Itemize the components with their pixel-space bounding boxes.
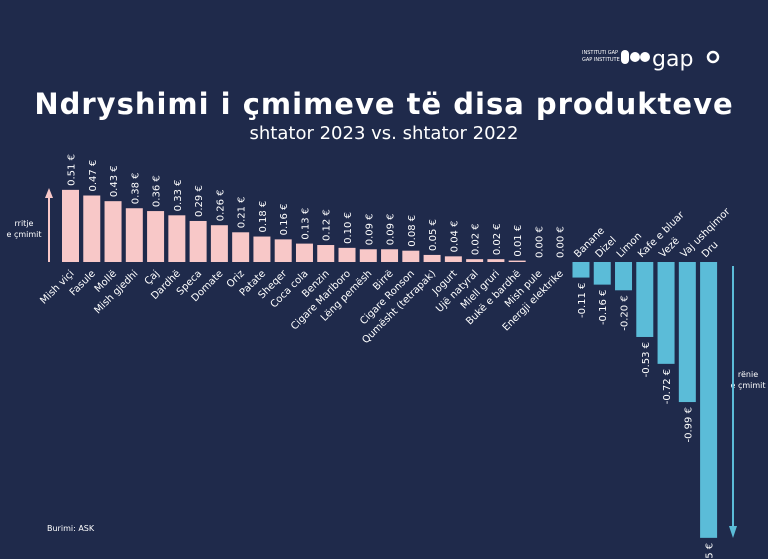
value-label: -0.99 € (683, 407, 694, 442)
value-label: 0.09 € (364, 213, 375, 245)
value-label: 0.51 € (67, 154, 78, 186)
bar (615, 262, 633, 291)
logo-line: INSTITUTI GAP (582, 50, 618, 56)
value-label: 0.05 € (428, 219, 439, 251)
bar (295, 243, 313, 262)
value-label: -0.72 € (662, 369, 673, 404)
value-label: 0.29 € (194, 185, 205, 217)
bar (700, 262, 718, 538)
bar (657, 262, 675, 364)
value-label: 0.00 € (534, 226, 545, 258)
value-label: 0.16 € (279, 204, 290, 236)
value-label: -0.53 € (641, 342, 652, 377)
bar (147, 211, 165, 262)
bar (593, 262, 611, 285)
value-label: 0.21 € (237, 196, 248, 228)
down-arrow (729, 266, 737, 538)
value-label: 0.09 € (386, 213, 397, 245)
source: Burimi: ASK (47, 524, 95, 533)
down-label: rënie (738, 370, 758, 379)
bar (359, 249, 377, 262)
value-label: 0.36 € (152, 175, 163, 207)
value-label: 0.13 € (300, 208, 311, 240)
value-label: -0.20 € (620, 295, 631, 330)
bar (508, 260, 526, 262)
value-label: 0.08 € (407, 215, 418, 247)
up-arrow (45, 188, 53, 262)
bar (274, 239, 292, 262)
bar (381, 249, 399, 262)
bar (444, 256, 462, 262)
value-label: 0.12 € (322, 209, 333, 241)
up-label: rritje (15, 219, 34, 228)
chart-subtitle: shtator 2023 vs. shtator 2022 (250, 123, 519, 144)
value-label: 0.00 € (556, 226, 567, 258)
value-label: 0.02 € (492, 223, 503, 255)
value-label: 0.43 € (109, 165, 120, 197)
value-label: 0.01 € (513, 225, 524, 257)
bar (104, 201, 122, 262)
chart-title: Ndryshimi i çmimeve të disa produkteve (34, 87, 733, 121)
bar (487, 259, 505, 262)
up-label: e çmimit (6, 230, 41, 239)
logo-icon (621, 50, 720, 64)
value-label: 0.18 € (258, 201, 269, 233)
value-label: 0.26 € (215, 189, 226, 221)
bar (253, 236, 271, 262)
bar (317, 245, 335, 262)
bar (678, 262, 696, 403)
value-label: - 1.95 € (705, 543, 716, 559)
bar (125, 208, 143, 262)
bar (62, 189, 79, 262)
bar (189, 220, 207, 262)
value-label: 0.10 € (343, 212, 354, 244)
value-label: 0.33 € (173, 180, 184, 212)
bar (338, 247, 356, 262)
bar (572, 262, 590, 278)
down-label: e çmimit (730, 381, 765, 390)
value-label: 0.38 € (130, 172, 141, 204)
bar (168, 215, 186, 262)
bar (210, 225, 228, 262)
bar (83, 195, 101, 262)
logo-line: GAP INSTITUTE (582, 57, 620, 63)
value-label: -0.11 € (577, 283, 588, 318)
bar (636, 262, 654, 337)
bar (423, 254, 441, 262)
value-label: -0.16 € (598, 290, 609, 325)
value-label: 0.47 € (88, 160, 99, 192)
bar (232, 232, 250, 262)
bar (402, 250, 420, 262)
bar (466, 259, 484, 262)
value-label: 0.02 € (471, 223, 482, 255)
logo-mark: gap (652, 47, 693, 72)
value-label: 0.04 € (449, 221, 460, 253)
